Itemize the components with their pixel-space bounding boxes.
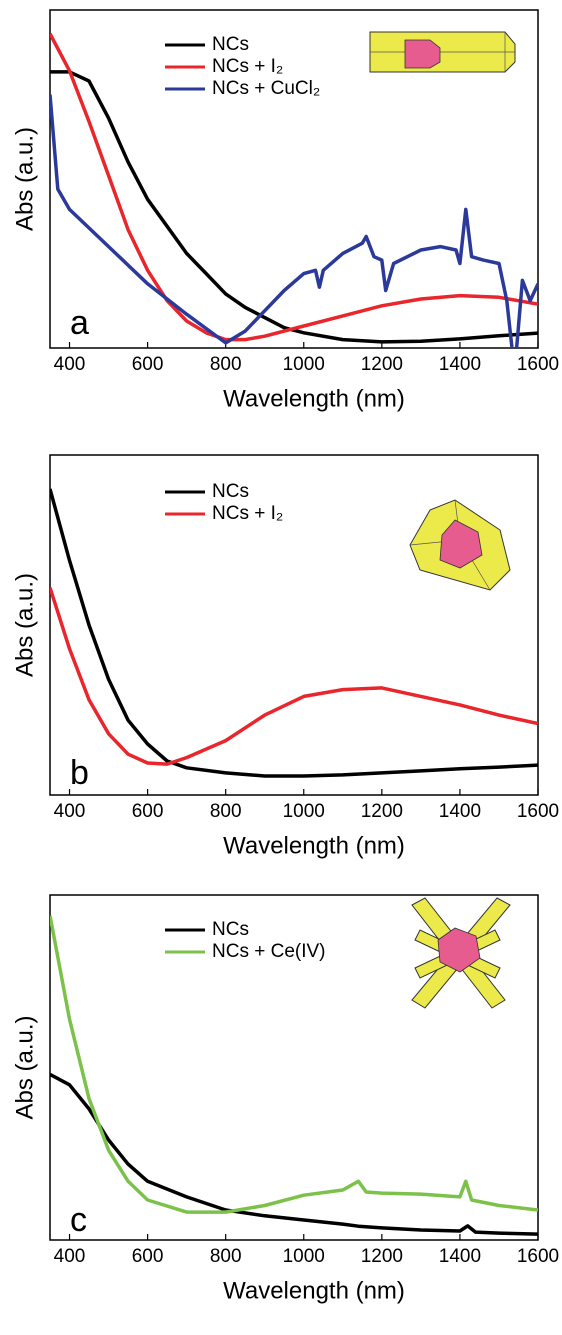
series-line [50,488,538,778]
x-tick-label: 1400 [439,801,481,822]
series-line [50,587,538,766]
x-tick-label: 1000 [283,801,325,822]
panel-label: c [70,1201,87,1239]
plot-frame [49,9,539,349]
x-tick-label: 600 [132,1246,164,1267]
plot-area [50,32,538,348]
inset-tetrapod-shell [409,499,511,591]
x-tick-label: 400 [54,354,86,375]
legend-label: NCs [212,919,249,940]
x-axis-label: Wavelength (nm) [223,385,405,412]
x-axis-label: Wavelength (nm) [223,832,405,859]
panel-label: b [70,754,89,792]
x-tick-label: 600 [132,801,164,822]
x-tick-label: 1600 [517,354,559,375]
inset-rod [369,31,516,73]
legend-label: NCs + Ce(IV) [212,941,326,962]
plot-area [50,915,538,1236]
legend-label: NCs [212,481,249,502]
x-axis-label: Wavelength (nm) [223,1277,405,1304]
legend-label: NCs + I₂ [212,56,283,77]
series-line [50,70,538,344]
x-tick-label: 800 [210,1246,242,1267]
panel-label: a [70,304,89,342]
plot-frame [49,454,539,796]
x-tick-label: 1400 [439,354,481,375]
legend-label: NCs [212,34,249,55]
plot-area [50,488,538,778]
series-line [50,94,538,348]
y-axis-label: Abs (a.u.) [11,573,38,677]
y-axis-label: Abs (a.u.) [11,1015,38,1119]
x-tick-label: 1000 [283,354,325,375]
inset-octapod [411,897,511,1009]
x-tick-label: 1600 [517,1246,559,1267]
x-tick-label: 1600 [517,801,559,822]
series-line [50,915,538,1214]
series-line [50,1072,538,1236]
x-tick-label: 1200 [361,801,403,822]
x-tick-label: 1000 [283,1246,325,1267]
x-tick-label: 400 [54,801,86,822]
x-tick-label: 400 [54,1246,86,1267]
x-tick-label: 800 [210,354,242,375]
x-tick-label: 600 [132,354,164,375]
legend-label: NCs + I₂ [212,503,283,524]
x-tick-label: 1200 [361,1246,403,1267]
x-tick-label: 1400 [439,1246,481,1267]
legend-label: NCs + CuCl₂ [212,78,320,99]
y-axis-label: Abs (a.u.) [11,127,38,231]
plot-frame [49,894,539,1241]
series-line [50,32,538,342]
x-tick-label: 1200 [361,354,403,375]
x-tick-label: 800 [210,801,242,822]
